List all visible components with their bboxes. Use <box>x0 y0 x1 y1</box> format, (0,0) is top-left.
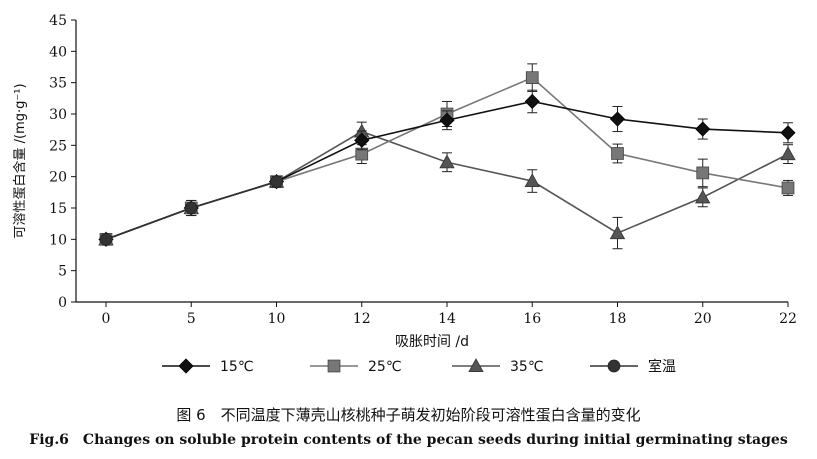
data-point <box>270 175 283 189</box>
data-point <box>184 201 198 215</box>
legend-marker <box>607 359 621 373</box>
legend-item: 35℃ <box>452 358 544 375</box>
legend-label: 35℃ <box>510 359 544 375</box>
data-point <box>695 189 711 204</box>
y-axis-label: 可溶性蛋白含量 /(mg·g⁻¹) <box>12 83 28 238</box>
legend-item: 15℃ <box>162 358 254 375</box>
data-point <box>696 166 710 180</box>
x-axis-label: 吸胀时间 /d <box>395 334 469 350</box>
data-point <box>439 154 455 169</box>
x-tick-label: 18 <box>609 311 627 327</box>
y-tick-label: 25 <box>49 138 67 154</box>
y-tick-label: 5 <box>58 264 67 280</box>
caption-zh: 图 6 不同温度下薄壳山核桃种子萌发初始阶段可溶性蛋白含量的变化 <box>176 406 641 424</box>
data-point <box>524 93 540 110</box>
data-point <box>611 147 624 160</box>
y-tick-label: 0 <box>58 295 67 311</box>
y-tick-label: 10 <box>49 232 67 248</box>
legend-marker <box>178 358 194 374</box>
legend: 15℃ 25℃ 35℃ 室温 <box>162 358 676 375</box>
data-point <box>695 121 711 137</box>
data-point <box>439 112 455 128</box>
y-tick-label: 20 <box>49 170 67 186</box>
data-point <box>354 132 370 148</box>
legend-label: 25℃ <box>368 359 402 375</box>
data-point <box>525 71 539 85</box>
x-tick-label: 16 <box>523 311 541 327</box>
data-point <box>609 225 626 240</box>
x-tick-label: 5 <box>187 311 196 327</box>
y-tick-label: 45 <box>49 13 67 29</box>
x-tick-label: 14 <box>438 311 456 327</box>
y-tick-label: 40 <box>49 44 67 60</box>
legend-label: 室温 <box>648 358 676 375</box>
data-point <box>781 181 795 195</box>
series-line <box>105 130 789 241</box>
x-tick-label: 0 <box>102 311 111 327</box>
data-point <box>524 173 540 188</box>
data-point <box>609 111 626 127</box>
legend-item: 25℃ <box>310 359 402 375</box>
y-tick-label: 35 <box>49 76 67 92</box>
caption-en: Fig.6 Changes on soluble protein content… <box>29 432 788 448</box>
data-point <box>780 125 796 141</box>
legend-item: 室温 <box>590 358 676 375</box>
x-tick-label: 20 <box>694 311 712 327</box>
data-point <box>780 146 796 161</box>
y-tick-label: 30 <box>49 107 67 123</box>
series-circle <box>99 175 283 246</box>
x-tick-label: 22 <box>779 311 797 327</box>
data-point <box>99 232 113 246</box>
legend-label: 15℃ <box>220 359 254 375</box>
chart: 0 5 10 15 20 25 30 35 40 45 0 5 10 12 14 16 18 20 22 吸胀时间 /… <box>12 13 797 375</box>
legend-marker <box>327 359 341 373</box>
x-tick-label: 10 <box>268 311 286 327</box>
y-tick-label: 15 <box>49 201 67 217</box>
legend-marker <box>468 358 484 373</box>
x-tick-label: 12 <box>353 311 371 327</box>
series-triangle <box>98 121 796 250</box>
